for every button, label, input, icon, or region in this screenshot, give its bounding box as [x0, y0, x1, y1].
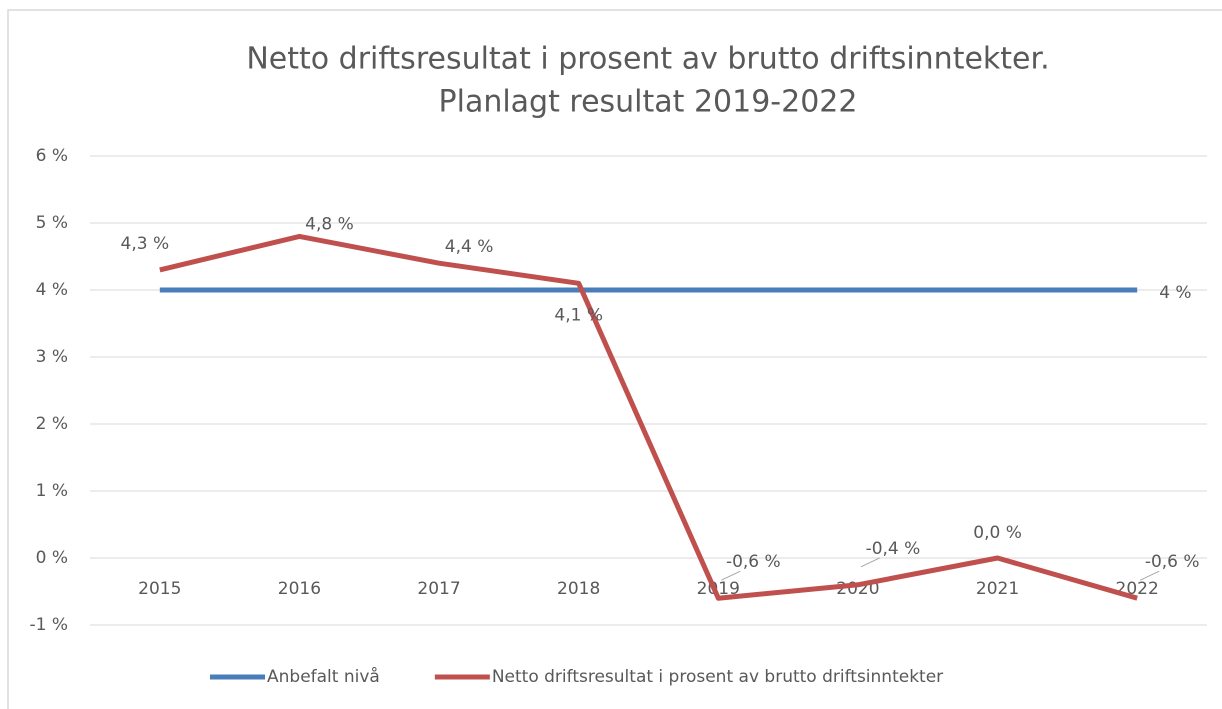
y-tick-label: 4 % [36, 280, 68, 300]
y-tick-label: 3 % [36, 347, 68, 367]
data-label: 4,4 % [445, 237, 494, 257]
x-tick-label: 2019 [697, 579, 740, 599]
x-tick-label: 2016 [278, 579, 321, 599]
data-label: 4,3 % [121, 234, 170, 254]
legend-label: Anbefalt nivå [267, 666, 380, 687]
data-label: -0,6 % [726, 552, 781, 572]
data-label: 0,0 % [973, 523, 1022, 543]
x-tick-label: 2017 [417, 579, 460, 599]
x-tick-label: 2015 [138, 579, 181, 599]
data-label: 4,8 % [305, 214, 354, 234]
leader-line [1139, 570, 1160, 581]
chart-frame [7, 9, 1222, 709]
data-label: -0,4 % [866, 539, 921, 559]
leader-line [860, 557, 881, 568]
y-tick-label: 1 % [36, 481, 68, 501]
data-label: -0,6 % [1145, 552, 1200, 572]
x-tick-label: 2018 [557, 579, 600, 599]
y-tick-label: -1 % [29, 615, 68, 635]
y-tick-label: 0 % [36, 548, 68, 568]
y-tick-label: 6 % [36, 146, 68, 166]
leader-line [721, 570, 741, 581]
series-line [159, 233, 1138, 601]
x-tick-label: 2021 [976, 579, 1019, 599]
chart-title: Planlagt resultat 2019-2022 [439, 85, 858, 120]
data-label: 4,1 % [554, 305, 603, 325]
chart-title: Netto driftsresultat i prosent av brutto… [246, 42, 1049, 77]
y-tick-label: 2 % [36, 414, 68, 434]
data-label: 4 % [1159, 283, 1191, 303]
y-tick-label: 5 % [36, 213, 68, 233]
legend-label: Netto driftsresultat i prosent av brutto… [492, 667, 943, 687]
